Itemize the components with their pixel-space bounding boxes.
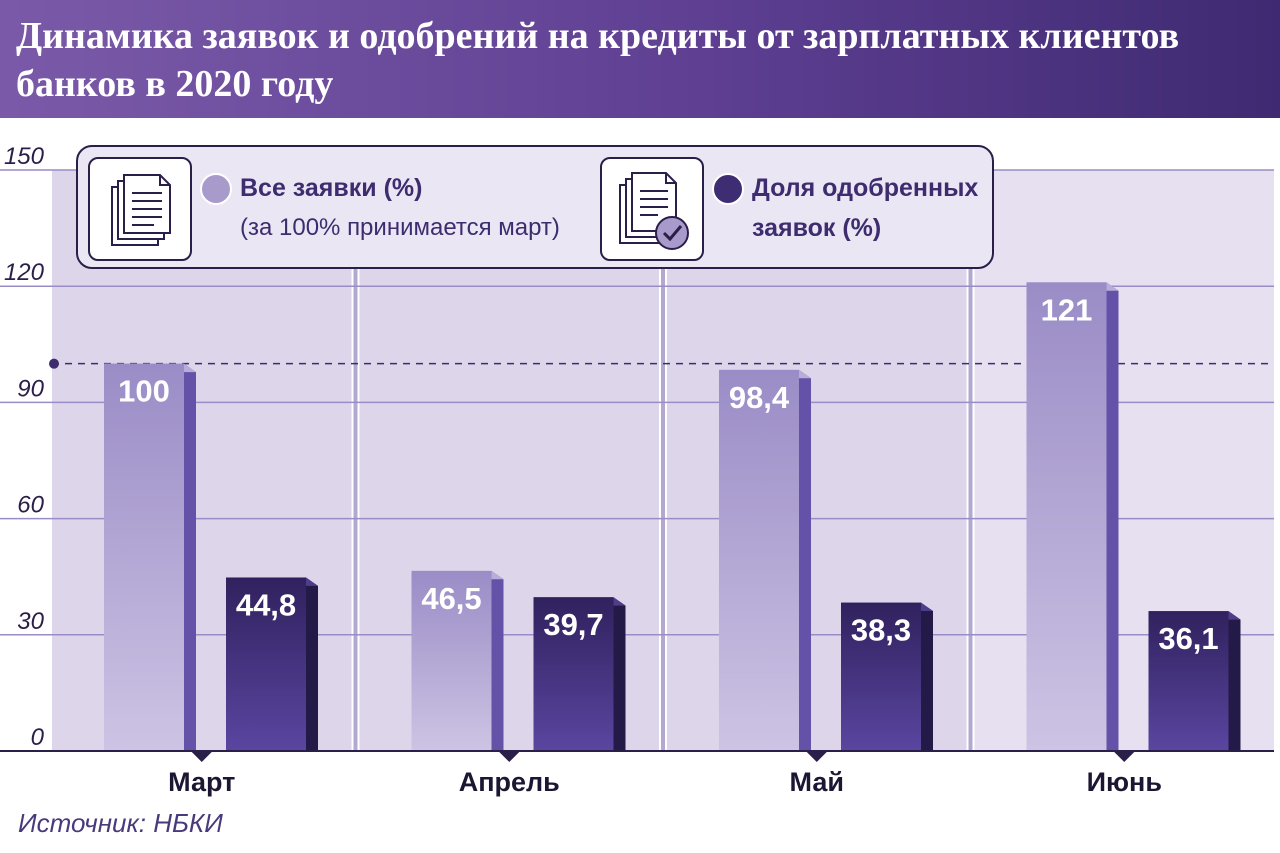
legend: Все заявки (%) (за 100% принимается март… xyxy=(76,145,994,269)
x-tick-label: Июнь xyxy=(1087,767,1162,797)
data-label-all-applications: 121 xyxy=(1041,292,1093,327)
bar-approved-share-side xyxy=(921,602,933,751)
bar-all-applications xyxy=(104,363,184,751)
bar-all-applications xyxy=(1026,282,1107,751)
bar-all-applications-side xyxy=(184,363,196,751)
x-tick-label: Май xyxy=(790,767,844,797)
category-tick-marker xyxy=(190,751,213,762)
data-label-all-applications: 46,5 xyxy=(421,581,481,616)
header-banner: Динамика заявок и одобрений на кредиты о… xyxy=(0,0,1280,118)
category-tick-marker xyxy=(805,751,828,762)
source-note: Источник: НБКИ xyxy=(18,808,223,838)
data-label-all-applications: 98,4 xyxy=(729,380,790,415)
bar-approved-share-side xyxy=(613,597,626,751)
bar-approved-share-side xyxy=(1228,611,1241,751)
bar-all-applications xyxy=(411,570,492,751)
bar-all-applications-side xyxy=(799,369,811,751)
x-tick-label: Март xyxy=(168,767,235,797)
bar-all-applications-side xyxy=(491,570,504,751)
reference-line-marker xyxy=(49,358,59,369)
y-tick-label: 120 xyxy=(4,259,45,286)
bar-approved-share-side xyxy=(306,577,318,751)
y-tick-label: 60 xyxy=(17,492,44,519)
bar-approved-share xyxy=(841,602,921,751)
x-tick-label: Апрель xyxy=(459,767,560,797)
y-tick-label: 30 xyxy=(17,608,44,635)
bar-all-applications-side xyxy=(1106,282,1119,751)
legend-marker-all xyxy=(200,173,232,205)
y-tick-label: 150 xyxy=(4,143,45,170)
bar-approved-share xyxy=(533,597,614,751)
legend-label-approved-line1: Доля одобренных xyxy=(752,174,979,202)
bar-all-applications xyxy=(719,369,799,751)
data-label-approved-share: 38,3 xyxy=(851,613,911,648)
data-label-all-applications: 100 xyxy=(118,374,170,409)
legend-note-all: (за 100% принимается март) xyxy=(240,214,560,241)
y-tick-label: 90 xyxy=(17,375,44,402)
bar-approved-share xyxy=(1148,611,1229,751)
chart-title: Динамика заявок и одобрений на кредиты о… xyxy=(16,15,1180,105)
bar-approved-share xyxy=(226,577,306,751)
data-label-approved-share: 39,7 xyxy=(543,607,603,642)
category-tick-marker xyxy=(1113,751,1136,762)
document-stack-icon xyxy=(88,157,192,261)
legend-label-approved-line2: заявок (%) xyxy=(752,214,882,242)
category-tick-marker xyxy=(498,751,521,762)
approved-document-icon xyxy=(600,157,704,261)
legend-label-all: Все заявки (%) xyxy=(240,174,423,202)
y-tick-label: 0 xyxy=(31,724,45,751)
legend-marker-approved xyxy=(712,173,744,205)
data-label-approved-share: 36,1 xyxy=(1158,621,1218,656)
data-label-approved-share: 44,8 xyxy=(236,587,296,622)
